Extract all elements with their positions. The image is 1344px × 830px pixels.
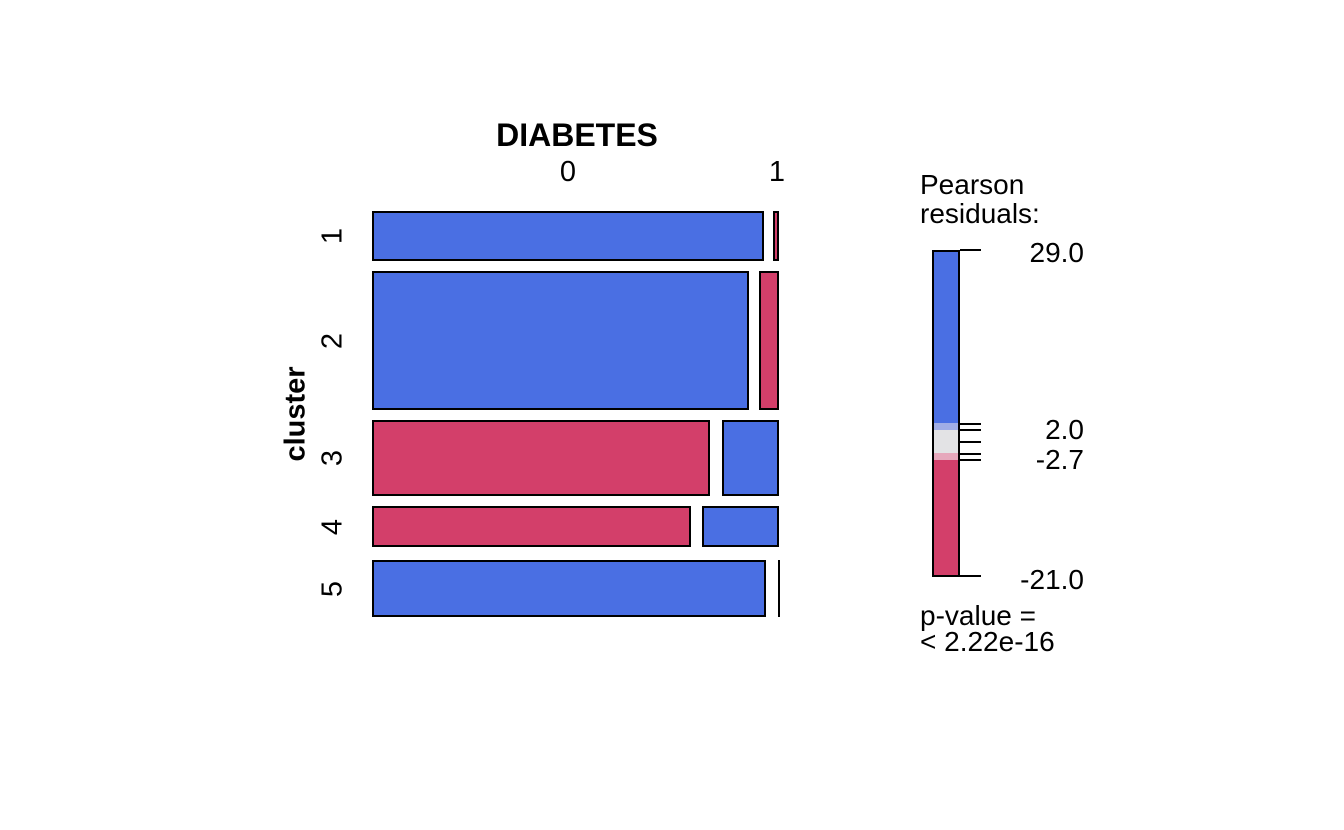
p-value-line1: p-value = <box>920 600 1036 631</box>
x-axis-tick-label-0: 0 <box>559 156 577 188</box>
legend-label-lower-break: -2.7 <box>1035 444 1084 475</box>
legend-tick-max <box>960 249 981 251</box>
legend-tick-min <box>960 575 981 577</box>
y-axis-tick-label-5: 5 <box>316 580 349 597</box>
mosaic-cell-cluster5-diabetes0 <box>372 560 766 617</box>
y-axis-tick-label-1: 1 <box>316 227 349 245</box>
legend-label-min: -21.0 <box>1020 564 1084 595</box>
mosaic-cell-cluster3-diabetes1 <box>722 420 779 496</box>
mosaic-cell-cluster1-diabetes0 <box>372 211 764 261</box>
x-axis-tick-label-1: 1 <box>768 156 786 188</box>
mosaic-cell-cluster3-diabetes0 <box>372 420 710 496</box>
mosaic-cell-cluster4-diabetes0 <box>372 506 691 547</box>
legend-tick-lower-break-a <box>960 453 981 455</box>
y-axis-tick-label-3: 3 <box>316 449 349 467</box>
p-value-text: p-value = < 2.22e-16 <box>920 600 1055 657</box>
mosaic-cell-cluster2-diabetes0 <box>372 271 749 410</box>
legend-tick-lower-break-b <box>960 459 981 461</box>
legend-gradient-bar <box>932 250 960 577</box>
legend-title: Pearson residuals: <box>920 170 1040 228</box>
mosaic-cell-cluster2-diabetes1 <box>759 271 779 410</box>
legend-title-line2: residuals: <box>920 198 1040 229</box>
legend-tick-zero <box>960 441 981 443</box>
mosaic-cell-cluster1-diabetes1 <box>773 211 779 261</box>
x-axis-title: DIABETES <box>496 117 658 153</box>
y-axis-tick-label-4: 4 <box>316 518 349 535</box>
legend-label-max: 29.0 <box>1029 237 1085 268</box>
legend-title-line1: Pearson <box>920 169 1025 200</box>
legend-label-upper-break: 2.0 <box>1045 414 1084 445</box>
p-value-line2: < 2.22e-16 <box>920 626 1055 657</box>
legend-tick-upper-break-a <box>960 423 981 425</box>
mosaic-cell-cluster4-diabetes1 <box>702 506 779 547</box>
legend-tick-upper-break-b <box>960 429 981 431</box>
y-axis-title: cluster <box>279 366 312 462</box>
y-axis-tick-label-2: 2 <box>316 332 349 349</box>
mosaic-cell-cluster5-diabetes1 <box>778 560 780 617</box>
